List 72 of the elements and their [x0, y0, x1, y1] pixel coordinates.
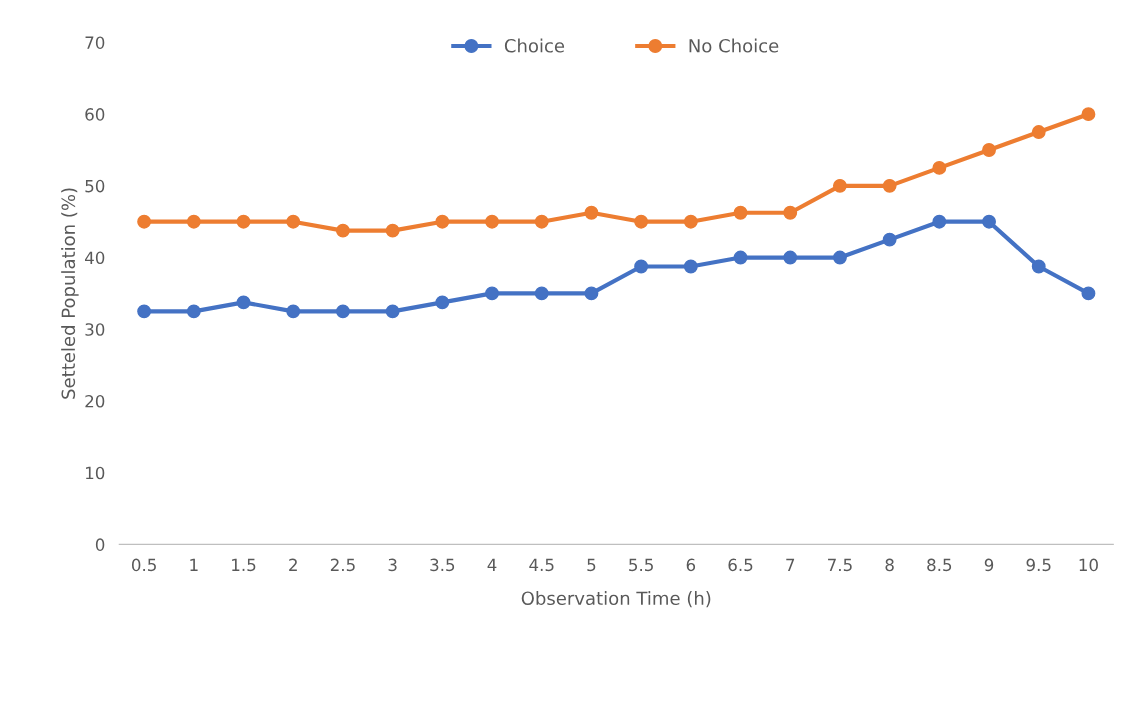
point: [882, 232, 897, 247]
x-tick-label: 1.5: [232, 558, 256, 572]
x-tick-label: 1: [190, 558, 198, 571]
point: [683, 214, 698, 229]
point: [932, 214, 947, 229]
legend-label: No Choice: [689, 38, 779, 53]
x-tick-label: 9: [984, 558, 994, 572]
point: [982, 143, 996, 157]
x-tick-label: 0.5: [131, 558, 156, 572]
point: [634, 214, 649, 229]
point: [683, 259, 698, 274]
point: [932, 160, 947, 175]
point: [435, 295, 450, 310]
x-tick-label: 4.5: [529, 558, 554, 572]
point: [1031, 125, 1046, 140]
x-tick-label: 3: [388, 558, 397, 572]
point: [236, 295, 251, 310]
x-tick-label: 6.5: [728, 558, 753, 572]
point: [1081, 286, 1096, 301]
point: [1031, 259, 1046, 274]
point: [485, 286, 499, 301]
point: [832, 250, 847, 265]
point: [634, 259, 649, 274]
point: [335, 223, 350, 238]
point: [236, 214, 251, 229]
point: [385, 223, 400, 238]
x-tick-label: 2: [289, 558, 297, 571]
x-tick-label: 8.5: [927, 558, 952, 572]
x-tick-label: 5: [587, 558, 596, 572]
x-tick-label: 9.5: [1026, 558, 1051, 572]
point: [286, 214, 301, 229]
point: [186, 214, 201, 229]
point: [733, 250, 748, 265]
y-tick-label: 60: [85, 108, 105, 121]
y-tick-label: 20: [85, 394, 105, 408]
x-tick-label: 7: [786, 558, 795, 571]
y-tick-label: 0: [95, 538, 105, 551]
x-tick-label: 2.5: [330, 558, 355, 572]
x-tick-label: 6: [686, 558, 696, 572]
y-tick-label: 70: [85, 36, 105, 49]
y-tick-label: 10: [86, 466, 105, 480]
point: [137, 304, 152, 319]
x-tick-label: 8: [885, 558, 894, 572]
legend-label: Choice: [504, 38, 565, 53]
y-tick-label: 50: [85, 179, 105, 193]
point: [584, 286, 599, 301]
point: [485, 214, 499, 229]
x-tick-label: 3.5: [430, 558, 455, 572]
x-axis-title: Observation Time (h): [521, 591, 711, 608]
point: [783, 205, 798, 220]
point: [137, 214, 152, 229]
x-tick-label: 5.5: [629, 558, 653, 572]
point: [733, 205, 748, 220]
point: [435, 214, 450, 229]
x-tick-label: 7.5: [828, 558, 852, 572]
y-tick-label: 40: [85, 251, 105, 265]
point: [534, 214, 549, 229]
point: [534, 286, 549, 301]
point: [584, 205, 599, 220]
point: [982, 214, 996, 229]
point: [1081, 107, 1096, 122]
y-tick-label: 30: [85, 323, 105, 336]
point: [335, 304, 350, 319]
point: [186, 304, 201, 319]
point: [882, 178, 897, 193]
point: [385, 304, 400, 319]
x-tick-label: 10: [1079, 558, 1098, 572]
y-axis-title: Setteled Population (%): [61, 188, 79, 399]
x-tick-label: 4: [487, 558, 497, 571]
point: [286, 304, 301, 319]
point: [783, 250, 798, 265]
point: [832, 178, 847, 193]
